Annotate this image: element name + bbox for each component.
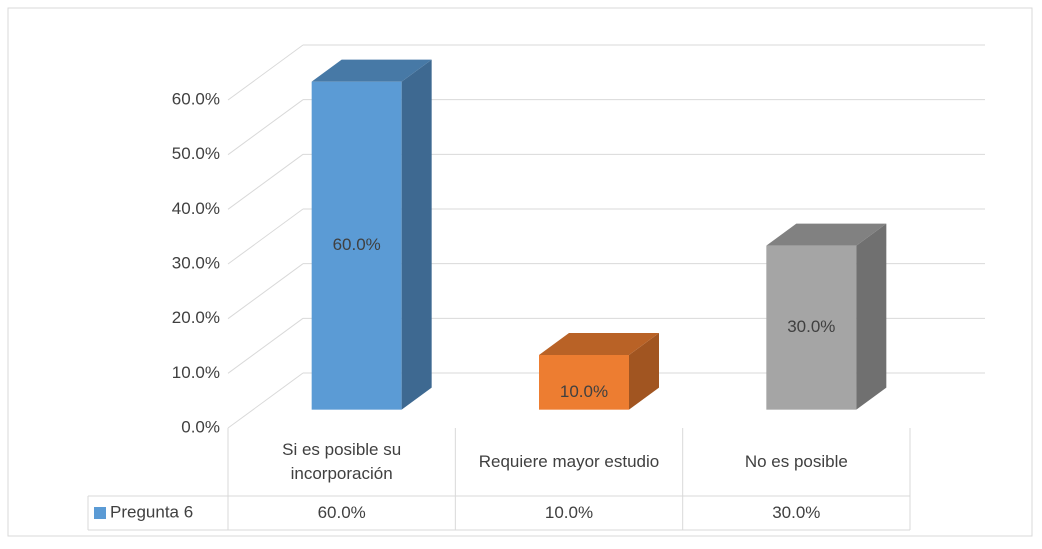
data-label: 30.0% [787,317,835,336]
table-cell: 60.0% [317,503,366,522]
cell-text: No es posible [744,452,848,471]
table-cell: 10.0% [544,503,594,522]
cell-text: 10.0% [544,503,594,522]
bar [539,355,629,410]
cell-text: Si es posible su incorporación [282,440,402,483]
y-tick-label: 30.0% [172,253,220,272]
bar [311,81,402,410]
table-cell: No es posible [744,452,848,471]
bar-side [856,223,887,410]
cell-text: Requiere mayor estudio [478,452,660,471]
bar-side [629,333,659,410]
y-tick-label: 20.0% [172,308,220,327]
grid-line-side [227,99,304,156]
grid-line-side [227,44,304,101]
table-cell: 30.0% [772,503,821,522]
y-tick-label: 50.0% [172,144,220,163]
cell-text: 30.0% [772,503,821,522]
y-tick-label: 40.0% [172,199,220,218]
y-tick-label: 60.0% [172,89,220,108]
table-cell: Si es posible su incorporación [282,440,402,483]
bar-top [766,223,887,246]
bar [766,245,857,410]
legend-swatch [94,507,106,519]
bar-top [539,333,659,355]
y-tick-label: 10.0% [172,363,220,382]
legend-label: Pregunta 6 [110,502,193,521]
bar-side [401,59,432,410]
grid-line-side [227,208,304,265]
grid-line-side [227,153,304,210]
grid-line-side [227,317,304,374]
grid-line-side [227,263,304,320]
data-label: 60.0% [333,235,381,254]
bar-top [311,59,432,82]
cell-text: 60.0% [317,503,366,522]
y-tick-label: 0.0% [181,417,220,436]
table-cell: Requiere mayor estudio [478,452,660,471]
data-label: 10.0% [560,382,608,401]
grid-line-side [227,372,304,429]
